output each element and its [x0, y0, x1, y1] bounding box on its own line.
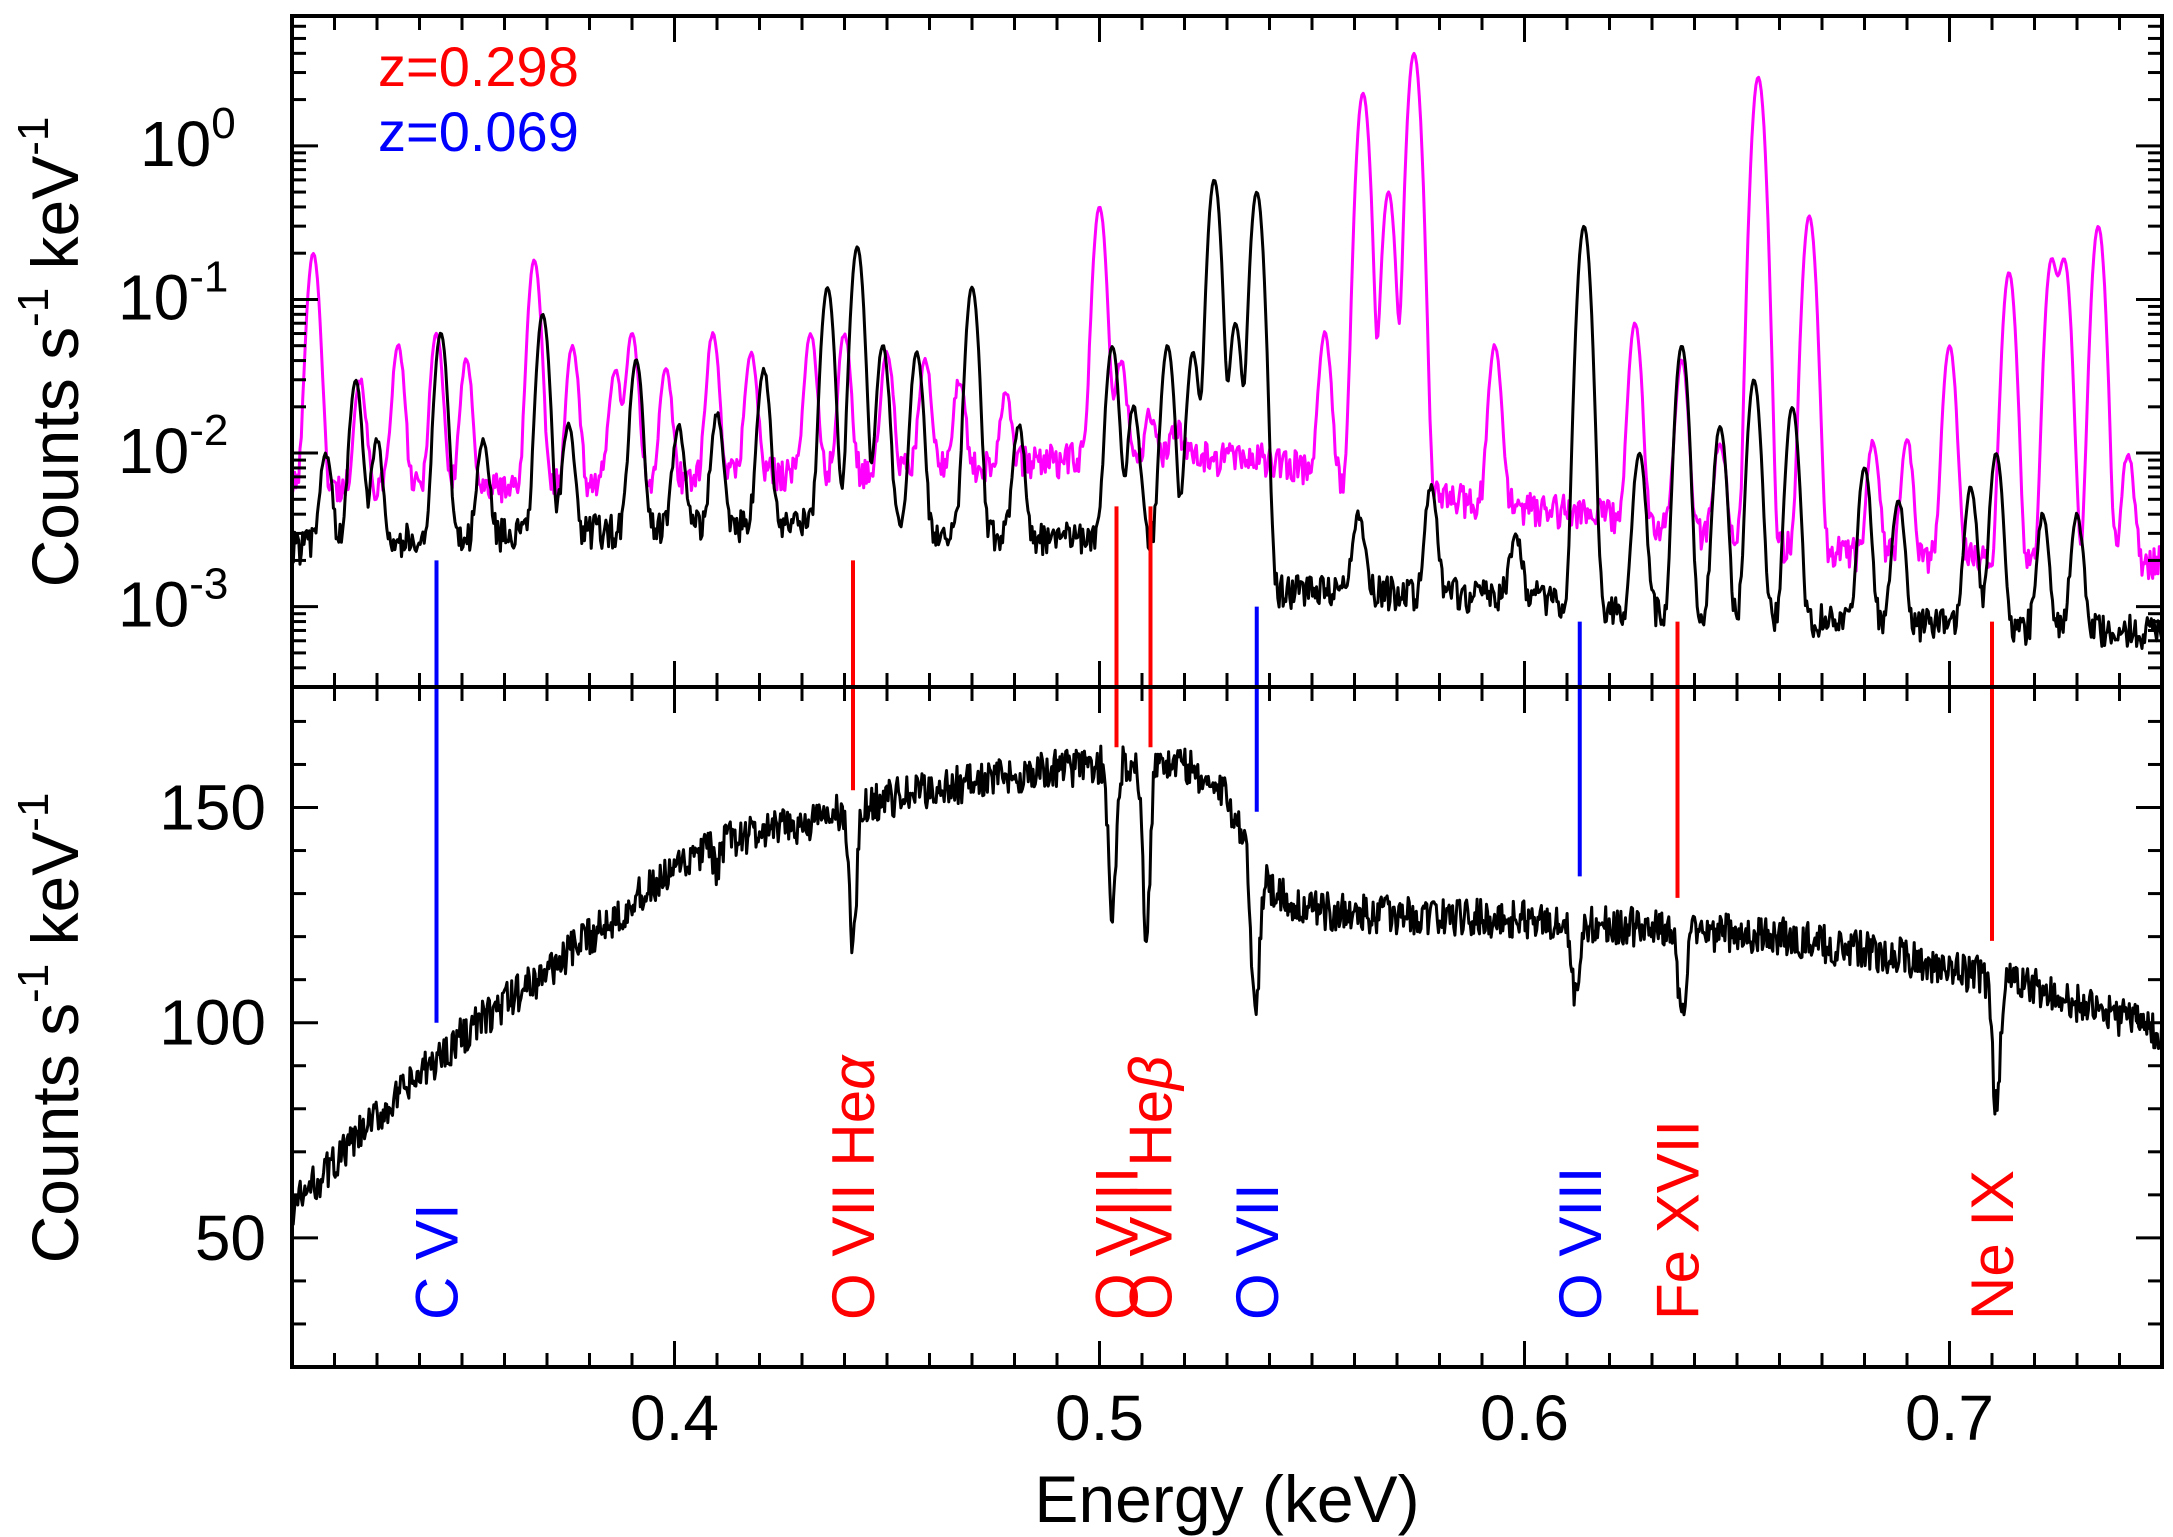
bottom-panel: 50 100 150 0.4 0.5 0.6 0.7	[159, 687, 2164, 1454]
x-tick-label: 0.4	[630, 1382, 719, 1454]
tick-exponent: -3	[189, 560, 228, 609]
marker-label: C VI	[404, 1203, 471, 1320]
ylabel-part: Counts s	[18, 327, 92, 587]
redshift-legend: z=0.298 z=0.069	[378, 35, 579, 163]
x-axis-ticks: 0.4 0.5 0.6 0.7	[290, 687, 2164, 1454]
bottom-y-tick-label: 100	[159, 987, 266, 1059]
ylabel-part: -1	[9, 288, 58, 327]
tick-base: 10	[118, 415, 189, 487]
x-tick-label: 0.6	[1480, 1382, 1569, 1454]
top-y-tick-label: 10-1	[118, 252, 228, 333]
top-y-axis-title: Counts s-1 keV-1	[9, 117, 92, 588]
marker-label: Ne IX	[1959, 1170, 2026, 1320]
tick-exponent: -2	[189, 406, 228, 455]
marker-label-greek: β	[1118, 1056, 1185, 1092]
bottom-series-group	[290, 744, 2164, 1226]
marker-label: O VIII	[1547, 1167, 1614, 1320]
top-series-magenta	[290, 51, 2164, 581]
bottom-series-black	[290, 744, 2164, 1226]
ylabel-part: -1	[9, 793, 58, 832]
x-axis-title: Energy (keV)	[1034, 1462, 1419, 1536]
marker-label: O VII	[1224, 1183, 1291, 1320]
marker-label: O VII Heα	[820, 1054, 887, 1320]
tick-exponent: 0	[211, 99, 235, 148]
ylabel-part: keV	[18, 156, 92, 288]
x-tick-label: 0.7	[1905, 1382, 1994, 1454]
tick-base: 10	[118, 261, 189, 333]
top-series-group	[290, 51, 2164, 650]
bottom-y-axis-title: Counts s-1 keV-1	[9, 793, 92, 1264]
ylabel-part: keV	[18, 832, 92, 964]
marker-label: O VII Heβ	[1118, 1056, 1185, 1320]
top-series-black	[290, 178, 2164, 650]
marker-label-text: O VII He	[820, 1090, 887, 1320]
tick-base: 10	[118, 569, 189, 641]
bottom-y-tick-label: 50	[195, 1202, 266, 1274]
bottom-y-ticks: 50 100 150	[159, 719, 2162, 1326]
top-y-tick-label: 10-3	[118, 560, 228, 641]
marker-label-text: O VII He	[1118, 1090, 1185, 1320]
top-y-tick-label: 10-2	[118, 406, 228, 487]
ylabel-part: Counts s	[18, 1003, 92, 1263]
tick-base: 10	[140, 108, 211, 180]
marker-label: Fe XVII	[1645, 1120, 1712, 1320]
z-legend-red: z=0.298	[378, 35, 579, 98]
top-y-tick-label: 100	[140, 99, 236, 180]
ylabel-part: -1	[9, 964, 58, 1003]
bottom-y-tick-label: 150	[159, 772, 266, 844]
x-tick-label: 0.5	[1055, 1382, 1144, 1454]
marker-label-greek: α	[820, 1054, 887, 1090]
bottom-panel-frame	[290, 685, 2164, 1369]
tick-exponent: -1	[189, 252, 228, 301]
z-legend-blue: z=0.069	[378, 100, 579, 163]
marker-label: O VIII	[1084, 1167, 1151, 1320]
panel-frames	[290, 14, 2164, 1369]
ylabel-part: -1	[9, 117, 58, 156]
